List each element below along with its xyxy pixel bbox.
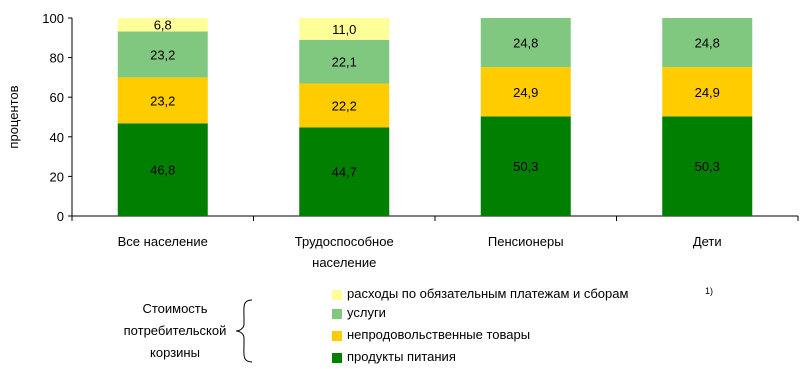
y-tick-label: 40 — [50, 130, 64, 145]
footnote-marker: 1) — [705, 286, 714, 296]
legend-label: продукты питания — [347, 349, 456, 364]
legend-title: Стоимость потребительской корзины — [120, 298, 230, 364]
data-label: 6,8 — [154, 18, 172, 33]
bar-segment — [480, 18, 571, 68]
data-label: 24,8 — [695, 36, 720, 51]
bar-segment — [117, 123, 208, 216]
legend-swatch — [332, 309, 342, 319]
x-category-label: Дети — [693, 234, 722, 249]
bar-segment — [299, 83, 390, 128]
data-label: 22,2 — [332, 99, 357, 114]
legend-swatch — [332, 353, 342, 363]
data-label: 50,3 — [695, 159, 720, 174]
y-tick-label: 80 — [50, 51, 64, 66]
y-tick-label: 20 — [50, 169, 64, 184]
bar-segment — [662, 116, 753, 216]
x-category-label: Пенсионеры — [488, 234, 564, 249]
bar-segment — [480, 67, 571, 117]
data-label: 24,8 — [513, 36, 538, 51]
plot-area: 0 20 40 60 80 100 46,8 23,2 23,2 6,8 Все население… — [42, 11, 799, 270]
bar-segment — [662, 18, 753, 68]
bar-segment — [117, 77, 208, 124]
bar-segment — [117, 18, 208, 32]
data-label: 23,2 — [150, 93, 175, 108]
x-category-label: Трудоспособное — [295, 234, 394, 249]
data-label: 46,8 — [150, 163, 175, 178]
bar-segment — [299, 127, 390, 216]
legend-label: непродовольственные товары — [347, 327, 531, 342]
data-label: 23,2 — [150, 47, 175, 62]
legend-title-line: корзины — [150, 345, 200, 360]
data-label: 24,9 — [695, 85, 720, 100]
y-tick-label: 0 — [57, 209, 64, 224]
legend-swatch — [332, 290, 342, 300]
bar-segment — [480, 116, 571, 216]
legend-label: услуги — [347, 305, 386, 320]
stacked-bar-chart: 0 20 40 60 80 100 46,8 23,2 23,2 6,8 Все население… — [6, 11, 799, 270]
legend-swatch — [332, 331, 342, 341]
y-axis-label: процентов — [6, 85, 21, 148]
data-label: 22,1 — [332, 55, 357, 70]
bar-segment — [299, 18, 390, 40]
x-category-label: Все население — [118, 234, 208, 249]
legend-title-line: Стоимость — [142, 301, 208, 316]
bar-segment — [117, 31, 208, 78]
bar-segment — [662, 67, 753, 117]
curly-brace — [235, 299, 253, 363]
data-label: 11,0 — [332, 22, 356, 37]
legend-label: расходы по обязательным платежам и сбора… — [347, 286, 629, 301]
bar-segment — [299, 39, 390, 84]
data-label: 44,7 — [332, 165, 357, 180]
y-tick-label: 60 — [50, 90, 64, 105]
data-label: 50,3 — [513, 159, 538, 174]
x-category-label: население — [312, 255, 376, 270]
data-label: 24,9 — [513, 85, 538, 100]
y-tick-label: 100 — [42, 11, 64, 26]
legend-title-line: потребительской — [123, 323, 227, 338]
